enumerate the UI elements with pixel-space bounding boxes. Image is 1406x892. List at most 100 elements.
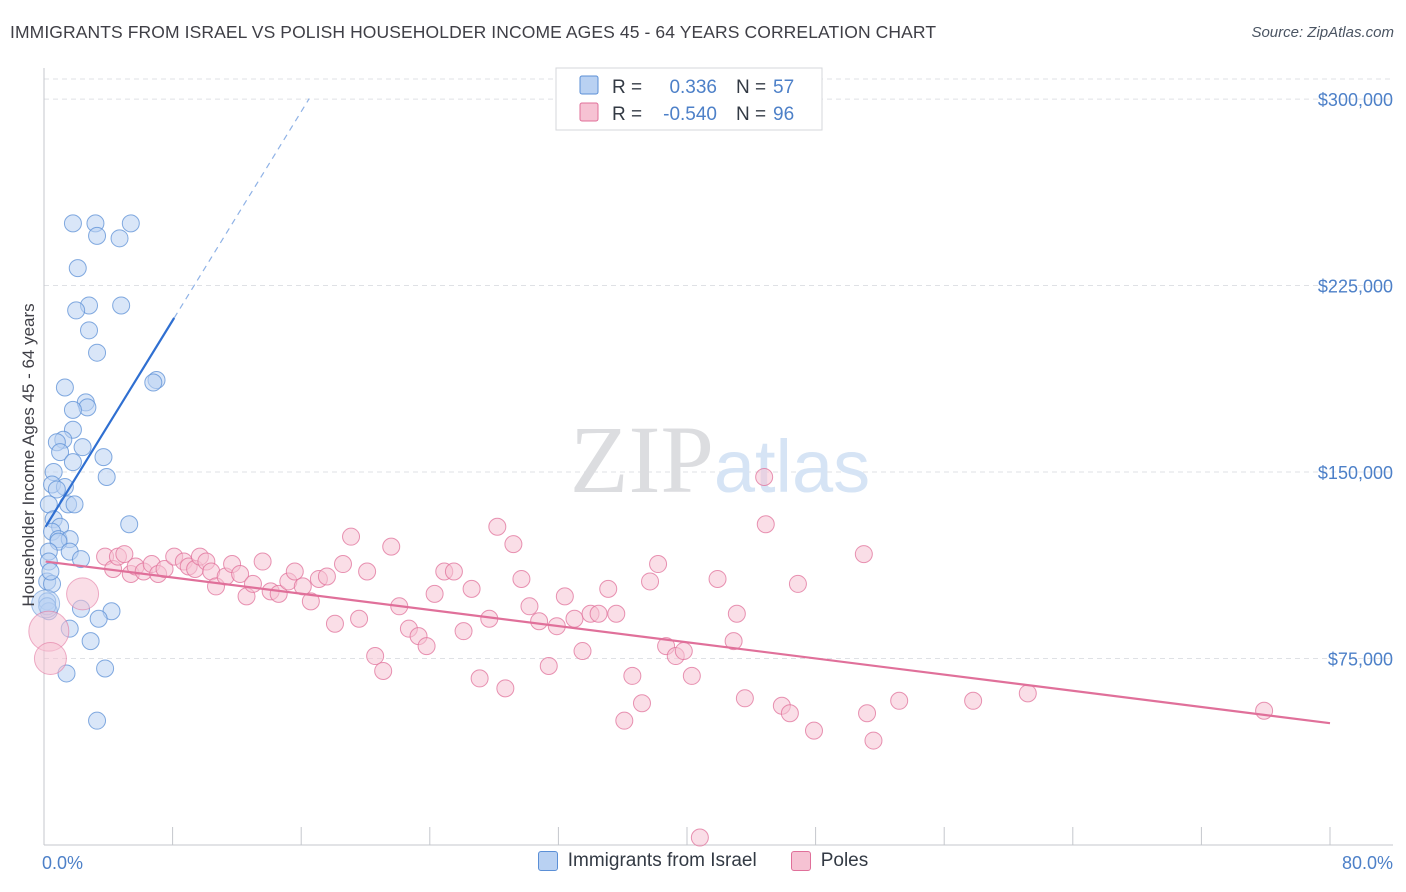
chart-title: IMMIGRANTS FROM ISRAEL VS POLISH HOUSEHO…: [10, 22, 937, 42]
point-poles-65: [607, 604, 626, 623]
point-poles-70: [649, 555, 668, 574]
trend-extension-israel: [173, 98, 310, 319]
legend-label-israel: Immigrants from Israel: [567, 850, 757, 871]
point-israel-5: [68, 259, 87, 278]
x-tick-label-left: 0.0%: [42, 853, 83, 873]
point-poles-89: [890, 691, 909, 710]
y-tick-label-1: $150,000: [1318, 463, 1393, 483]
point-poles-60: [565, 609, 584, 628]
point-poles-55: [520, 597, 539, 616]
point-poles-91: [1018, 684, 1037, 703]
point-poles-74: [682, 666, 701, 685]
x-tick-label-right: 80.0%: [1342, 853, 1393, 873]
point-poles-31: [317, 567, 336, 586]
stats-legend: R = 0.336 N = 57 R = -0.540 N = 96: [555, 67, 823, 131]
point-poles-33: [333, 555, 352, 574]
watermark-zip: ZIP: [570, 406, 714, 513]
point-poles-large-2: [66, 577, 100, 611]
point-poles-68: [632, 694, 651, 713]
stat-n-label-israel: N =: [736, 77, 766, 98]
point-poles-22: [243, 574, 262, 593]
point-poles-3: [115, 545, 134, 564]
point-israel-33: [120, 515, 139, 534]
point-poles-27: [285, 562, 304, 581]
watermark-atlas: atlas: [714, 425, 870, 508]
point-israel-3: [88, 226, 107, 245]
point-poles-59: [555, 587, 574, 606]
point-poles-43: [417, 637, 436, 656]
trend-line-israel: [44, 317, 176, 528]
point-israel-28: [47, 480, 66, 499]
y-tick-label-0: $75,000: [1328, 650, 1393, 670]
point-poles-38: [374, 661, 393, 680]
series-legend: Immigrants from Israel Poles: [0, 850, 1406, 872]
point-israel-23: [63, 453, 82, 472]
point-poles-80: [755, 468, 774, 487]
chart-source: Source: ZipAtlas.com: [1251, 24, 1394, 41]
point-israel-9: [80, 321, 99, 340]
point-poles-46: [444, 562, 463, 581]
point-poles-49: [470, 669, 489, 688]
point-poles-32: [325, 614, 344, 633]
point-poles-57: [539, 656, 558, 675]
point-poles-73: [674, 642, 693, 661]
point-israel-21: [51, 443, 70, 462]
stat-n-label-poles: N =: [736, 104, 766, 125]
point-israel-22: [94, 448, 113, 467]
point-israel-13: [55, 378, 74, 397]
point-poles-64: [599, 579, 618, 598]
point-israel-52: [96, 659, 115, 678]
stats-legend-box: [555, 67, 823, 131]
point-israel-20: [73, 438, 92, 457]
stats-swatch-israel: [579, 75, 599, 95]
point-poles-66: [615, 711, 634, 730]
point-israel-7: [112, 296, 131, 315]
point-poles-36: [358, 562, 377, 581]
point-israel-56: [41, 562, 60, 581]
point-poles-75: [690, 828, 709, 847]
point-israel-49: [89, 609, 108, 628]
point-poles-67: [623, 666, 642, 685]
point-poles-48: [462, 579, 481, 598]
point-poles-large-1: [33, 642, 67, 676]
watermark: ZIPatlas: [570, 406, 870, 513]
legend-swatch-poles: [790, 851, 811, 871]
point-israel-25: [97, 468, 116, 487]
point-israel-4: [110, 229, 129, 248]
point-poles-44: [425, 584, 444, 603]
stat-r-label-poles: R =: [612, 104, 642, 125]
stats-swatch-poles: [579, 102, 599, 122]
point-poles-78: [727, 604, 746, 623]
point-poles-54: [512, 569, 531, 588]
point-israel-2: [121, 214, 140, 233]
point-israel-8: [67, 301, 86, 320]
stat-n-value-poles: 96: [773, 104, 794, 125]
point-israel-30: [65, 495, 84, 514]
legend-entry-poles[interactable]: Poles: [790, 850, 869, 872]
y-axis-label: Householder Income Ages 45 - 64 years: [19, 303, 38, 606]
point-poles-77: [724, 632, 743, 651]
legend-label-poles: Poles: [820, 850, 869, 871]
point-poles-84: [788, 574, 807, 593]
point-poles-63: [589, 604, 608, 623]
point-poles-56: [530, 612, 549, 631]
point-poles-83: [780, 704, 799, 723]
point-poles-52: [496, 679, 515, 698]
y-tick-labels: $75,000 $150,000 $225,000 $300,000: [1318, 90, 1393, 669]
legend-entry-israel[interactable]: Immigrants from Israel: [537, 850, 757, 872]
stat-n-value-israel: 57: [773, 77, 794, 98]
point-poles-37: [366, 647, 385, 666]
point-poles-69: [641, 572, 660, 591]
y-tick-label-3: $300,000: [1318, 90, 1393, 110]
point-israel-51: [81, 632, 100, 651]
point-poles-79: [735, 689, 754, 708]
trend-lines: [44, 98, 1331, 725]
point-poles-51: [488, 517, 507, 536]
point-israel-41: [71, 550, 90, 569]
point-israel-10: [88, 343, 107, 362]
point-poles-35: [350, 609, 369, 628]
point-poles-88: [864, 731, 883, 750]
point-poles-87: [858, 704, 877, 723]
point-israel-54: [88, 711, 107, 730]
